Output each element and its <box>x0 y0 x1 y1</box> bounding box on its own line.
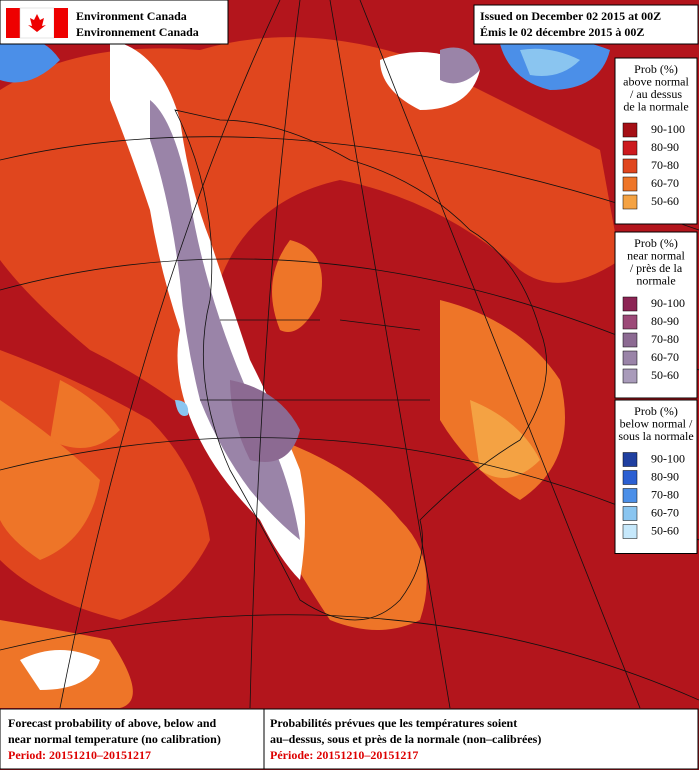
legend-label: 70-80 <box>651 487 679 501</box>
legend-label: 70-80 <box>651 158 679 172</box>
footer-box <box>0 708 699 770</box>
legend-title: / au dessus <box>630 87 682 101</box>
agency-en: Environment Canada <box>76 9 187 23</box>
agency-fr: Environnement Canada <box>76 25 199 39</box>
header-issued: Issued on December 02 2015 at 00Z Émis l… <box>473 4 699 45</box>
legend-label: 90-100 <box>651 122 685 136</box>
footer-fr: au–dessus, sous et près de la normale (n… <box>270 732 541 746</box>
legend-label: 60-70 <box>651 350 679 364</box>
legend-label: 90-100 <box>651 296 685 310</box>
legend-title: sous la normale <box>618 429 693 443</box>
footer-fr: Probabilités prévues que les température… <box>270 716 517 730</box>
legend-swatch <box>622 452 638 467</box>
footer-en: Forecast probability of above, below and <box>8 716 217 730</box>
legend-swatch <box>622 350 638 366</box>
legend-title: below normal / <box>620 416 693 430</box>
legend-label: 50-60 <box>651 523 679 537</box>
legend-swatch <box>622 524 638 539</box>
footer-period: Période: 20151210–20151217 <box>270 748 418 762</box>
legend-label: 60-70 <box>651 176 679 190</box>
legend-swatch <box>622 122 638 138</box>
legend-swatch <box>622 194 638 210</box>
issued-en: Issued on December 02 2015 at 00Z <box>480 9 661 23</box>
legend-swatch <box>622 488 638 503</box>
issued-box <box>473 4 699 45</box>
legend-swatch <box>622 176 638 192</box>
flag-band <box>6 8 20 38</box>
legend-label: 80-90 <box>651 469 679 483</box>
map-regions <box>0 37 620 708</box>
legend-swatch <box>622 158 638 174</box>
footer-en: near normal temperature (no calibration) <box>8 732 221 746</box>
legend-swatch <box>622 470 638 485</box>
legend-label: 60-70 <box>651 505 679 519</box>
legend-label: 80-90 <box>651 140 679 154</box>
legend-swatch <box>622 140 638 156</box>
legend-label: 70-80 <box>651 332 679 346</box>
legend-label: 80-90 <box>651 314 679 328</box>
legend-title: above normal <box>623 74 689 88</box>
legend-title: near normal <box>627 248 685 262</box>
legend-label: 50-60 <box>651 194 679 208</box>
footer: Forecast probability of above, below and… <box>0 708 699 770</box>
legend-title: normale <box>636 273 675 287</box>
legend-title: Prob (%) <box>634 236 678 250</box>
flag-band <box>54 8 68 38</box>
legend-label: 50-60 <box>651 368 679 382</box>
legend-title: Prob (%) <box>634 62 678 76</box>
legend-label: 90-100 <box>651 451 685 465</box>
legend-title: de la normale <box>623 99 688 113</box>
legend-swatch <box>622 368 638 384</box>
legend-swatch <box>622 314 638 330</box>
footer-period: Period: 20151210–20151217 <box>8 748 151 762</box>
header-agency: Environment Canada Environnement Canada <box>0 0 229 45</box>
legend-swatch <box>622 332 638 348</box>
legend-swatch <box>622 506 638 521</box>
legend-title: / près de la <box>630 261 683 275</box>
issued-fr: Émis le 02 décembre 2015 à 00Z <box>480 25 644 39</box>
maple-leaf <box>28 14 46 32</box>
legend-title: Prob (%) <box>634 404 678 418</box>
legend-swatch <box>622 296 638 312</box>
